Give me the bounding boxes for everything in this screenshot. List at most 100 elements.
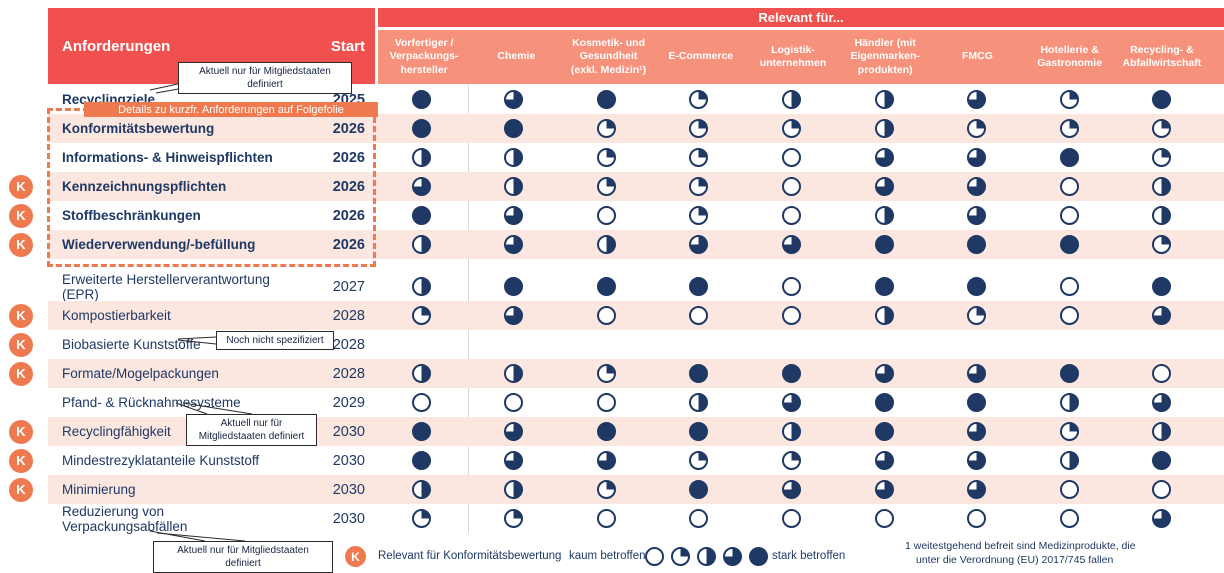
legend-k-badge: K: [345, 546, 366, 567]
column-header: E-Commerce: [668, 50, 734, 63]
ball-cell: [1023, 272, 1116, 301]
harvey-ball-empty-icon: [1059, 509, 1079, 528]
row-body: Informations- & Hinweispflichten 2026: [48, 143, 1224, 172]
ball-cell: [560, 417, 653, 446]
harvey-ball-three-quarter-icon: [967, 206, 987, 225]
header-right-block: Relevant für... Vorfertiger / Verpackung…: [378, 8, 1224, 84]
harvey-ball-half-icon: [781, 422, 801, 441]
ball-cell: [838, 359, 931, 388]
ball-cell: [653, 172, 746, 201]
ball-cell: [468, 114, 561, 143]
harvey-ball-three-quarter-icon: [967, 90, 987, 109]
ball-cell: [1023, 301, 1116, 330]
row-balls: [375, 172, 1208, 201]
ball-cell: [930, 330, 1023, 359]
harvey-ball-quarter-icon: [504, 509, 524, 528]
harvey-ball-empty-icon: [1059, 277, 1079, 296]
harvey-ball-quarter-icon: [411, 306, 431, 325]
harvey-ball-empty-icon: [689, 509, 709, 528]
column-header: Vorfertiger / Verpackungs- hersteller: [389, 37, 459, 76]
table-row: K Kompostierbarkeit 2028: [0, 301, 1224, 330]
ball-cell: [375, 114, 468, 143]
harvey-ball-half-icon: [504, 480, 524, 499]
ball-cell: [375, 417, 468, 446]
row-body: Stoffbeschränkungen 2026: [48, 201, 1224, 230]
row-body: Reduzierung von Verpackungsabfällen 2030: [48, 503, 1224, 534]
ball-cell: [375, 330, 468, 359]
row-label: Reduzierung von Verpackungsabfällen: [62, 503, 188, 534]
row-gutter: K: [0, 301, 48, 330]
table-row: K Recyclingfähigkeit 2030: [0, 417, 1224, 446]
ball-cell: [560, 388, 653, 417]
row-label: Wiederverwendung/-befüllung: [62, 237, 256, 252]
harvey-ball-full-icon: [967, 393, 987, 412]
ball-cell: [745, 201, 838, 230]
table-header: Anforderungen Start Relevant für... Vorf…: [0, 8, 1224, 84]
row-balls: [375, 359, 1208, 388]
row-body: Erweiterte Herstellerverantwortung (EPR)…: [48, 272, 1224, 302]
ball-cell: [745, 85, 838, 114]
row-label: Minimierung: [62, 482, 136, 497]
ball-cell: [930, 172, 1023, 201]
callout-member-states-recyclability: Aktuell nur für Mitgliedstaaten definier…: [186, 414, 317, 446]
ball-cell: [560, 85, 653, 114]
table-row: K Mindestrezyklatanteile Kunststoff 2030: [0, 446, 1224, 475]
row-body: Konformitätsbewertung 2026: [48, 114, 1224, 143]
ball-cell: [375, 201, 468, 230]
table-row: Reduzierung von Verpackungsabfällen 2030: [0, 503, 1224, 534]
ball-cell: [1115, 446, 1208, 475]
ball-cell: [930, 85, 1023, 114]
ball-cell: [838, 330, 931, 359]
row-label: Kompostierbarkeit: [62, 308, 171, 323]
row-label: Recyclingfähigkeit: [62, 424, 171, 439]
row-start-year: 2026: [332, 207, 365, 224]
ball-cell: [375, 172, 468, 201]
harvey-ball-three-quarter-icon: [874, 177, 894, 196]
harvey-ball-full-icon: [967, 277, 987, 296]
row-gutter: [0, 143, 48, 172]
harvey-ball-full-icon: [1059, 364, 1079, 383]
harvey-ball-quarter-icon: [411, 509, 431, 528]
legend-balls: [645, 547, 768, 566]
row-start-year: 2030: [332, 481, 365, 498]
ball-cell: [560, 475, 653, 504]
ball-cell: [745, 330, 838, 359]
table-row: K Stoffbeschränkungen 2026: [0, 201, 1224, 230]
k-badge: K: [9, 332, 33, 357]
row-start-year: 2028: [332, 336, 365, 353]
ball-cell: [468, 388, 561, 417]
table-row: K Wiederverwendung/-befüllung 2026: [0, 230, 1224, 259]
table-row: K Minimierung 2030: [0, 475, 1224, 504]
row-balls: [375, 475, 1208, 504]
harvey-ball-half-icon: [411, 277, 431, 296]
table-row: K Formate/Mogelpackungen 2028: [0, 359, 1224, 388]
harvey-ball-empty-icon: [781, 177, 801, 196]
row-gutter: [0, 272, 48, 301]
ball-cell: [1023, 114, 1116, 143]
harvey-ball-half-icon: [1152, 206, 1172, 225]
harvey-ball-full-icon: [411, 119, 431, 138]
column-header: FMCG: [961, 50, 993, 63]
harvey-ball-three-quarter-icon: [504, 235, 524, 254]
harvey-ball-empty-icon: [1059, 177, 1079, 196]
row-start-year: 2026: [332, 236, 365, 253]
row-balls: [375, 230, 1208, 259]
harvey-ball-empty-icon: [596, 509, 616, 528]
harvey-ball-full-icon: [967, 235, 987, 254]
harvey-ball-three-quarter-icon: [967, 148, 987, 167]
row-gutter: [0, 388, 48, 417]
harvey-ball-quarter-icon: [967, 119, 987, 138]
harvey-ball-three-quarter-icon: [967, 480, 987, 499]
ball-cell: [653, 201, 746, 230]
harvey-ball-three-quarter-icon: [1152, 509, 1172, 528]
ball-cell: [838, 201, 931, 230]
harvey-ball-full-icon: [874, 393, 894, 412]
ball-cell: [653, 330, 746, 359]
row-balls: [375, 85, 1208, 114]
harvey-ball-quarter-icon: [689, 177, 709, 196]
ball-cell: [375, 143, 468, 172]
harvey-ball-full-icon: [1152, 90, 1172, 109]
ball-cell: [375, 272, 468, 301]
legend-harvey-ball-full-icon: [749, 547, 768, 566]
